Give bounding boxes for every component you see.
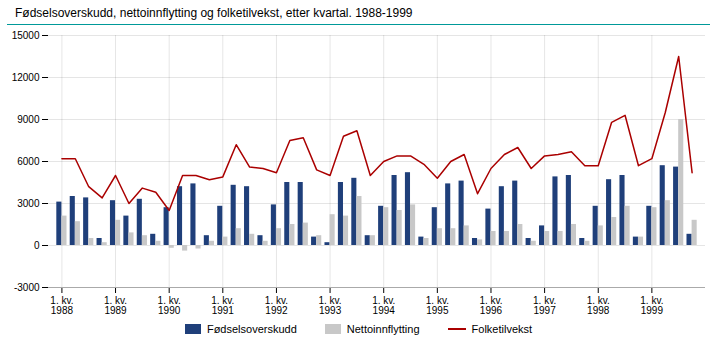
svg-text:1. kv.1995: 1. kv.1995 (426, 295, 449, 316)
svg-text:1. kv.1999: 1. kv.1999 (640, 295, 663, 316)
html-text:Fødselsoverskudd, nettoinnflyt: Fødselsoverskudd, nettoinnflytting og fo… (15, 6, 413, 20)
svg-text:1. kv.1992: 1. kv.1992 (265, 295, 288, 316)
svg-text:6000: 6000 (17, 156, 40, 167)
svg-text:1. kv.1998: 1. kv.1998 (587, 295, 610, 316)
html-text:Nettoinnflytting: Nettoinnflytting (346, 323, 420, 335)
svg-text:1. kv.1996: 1. kv.1996 (479, 295, 502, 316)
svg-text:3000: 3000 (17, 198, 40, 209)
svg-text:-3000: -3000 (14, 282, 40, 293)
svg-text:1. kv.1988: 1. kv.1988 (50, 295, 73, 316)
svg-text:12000: 12000 (12, 72, 40, 83)
svg-text:1. kv.1989: 1. kv.1989 (104, 295, 127, 316)
svg-text:15000: 15000 (12, 30, 40, 41)
svg-text:0: 0 (34, 240, 40, 251)
html-text:Folketilvekst: Folketilvekst (471, 323, 533, 335)
svg-text:1. kv.1993: 1. kv.1993 (318, 295, 341, 316)
svg-text:1. kv.1997: 1. kv.1997 (533, 295, 556, 316)
svg-text:1. kv.1990: 1. kv.1990 (158, 295, 181, 316)
svg-text:9000: 9000 (17, 114, 40, 125)
html-text:Fødselsoverskudd: Fødselsoverskudd (206, 323, 297, 335)
svg-text:1. kv.1991: 1. kv.1991 (211, 295, 234, 316)
svg-text:1. kv.1994: 1. kv.1994 (372, 295, 395, 316)
